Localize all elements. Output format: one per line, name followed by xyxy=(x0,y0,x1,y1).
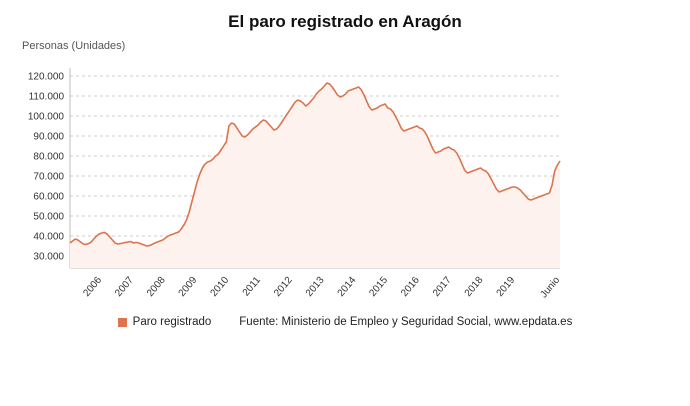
svg-text:50.000: 50.000 xyxy=(33,212,64,223)
svg-text:80.000: 80.000 xyxy=(33,152,64,163)
svg-text:100.000: 100.000 xyxy=(28,112,65,123)
svg-text:2008: 2008 xyxy=(145,275,168,299)
svg-text:2014: 2014 xyxy=(336,275,359,299)
svg-text:2015: 2015 xyxy=(367,275,390,299)
svg-text:2017: 2017 xyxy=(431,275,454,299)
line-chart: 30.000 40.000 50.000 60.000 70.000 80.000 90.0… xyxy=(28,68,563,301)
svg-text:60.000: 60.000 xyxy=(33,192,64,203)
svg-text:2018: 2018 xyxy=(463,275,486,299)
legend-marker xyxy=(117,317,127,327)
svg-text:Junio: Junio xyxy=(539,275,563,301)
legend-row: Paro registrado Fuente: Ministerio de Em… xyxy=(0,316,690,328)
svg-text:2011: 2011 xyxy=(241,275,264,299)
svg-text:30.000: 30.000 xyxy=(33,252,64,263)
svg-text:2010: 2010 xyxy=(208,275,231,299)
source-text: Fuente: Ministerio de Empleo y Seguridad… xyxy=(239,316,573,328)
legend-label: Paro registrado xyxy=(132,316,212,328)
y-axis-title: Personas (Unidades) xyxy=(22,40,126,52)
svg-text:2009: 2009 xyxy=(177,275,200,299)
svg-text:2007: 2007 xyxy=(113,275,136,299)
svg-text:2016: 2016 xyxy=(399,275,422,299)
svg-text:2019: 2019 xyxy=(495,275,518,299)
chart-title: El paro registrado en Aragón xyxy=(228,12,462,31)
svg-text:40.000: 40.000 xyxy=(33,232,64,243)
svg-text:70.000: 70.000 xyxy=(33,172,64,183)
svg-text:90.000: 90.000 xyxy=(33,132,64,143)
svg-text:2012: 2012 xyxy=(272,275,295,299)
svg-text:120.000: 120.000 xyxy=(28,72,65,83)
svg-text:2013: 2013 xyxy=(304,275,327,299)
svg-text:2006: 2006 xyxy=(81,275,104,299)
svg-text:110.000: 110.000 xyxy=(29,92,65,103)
